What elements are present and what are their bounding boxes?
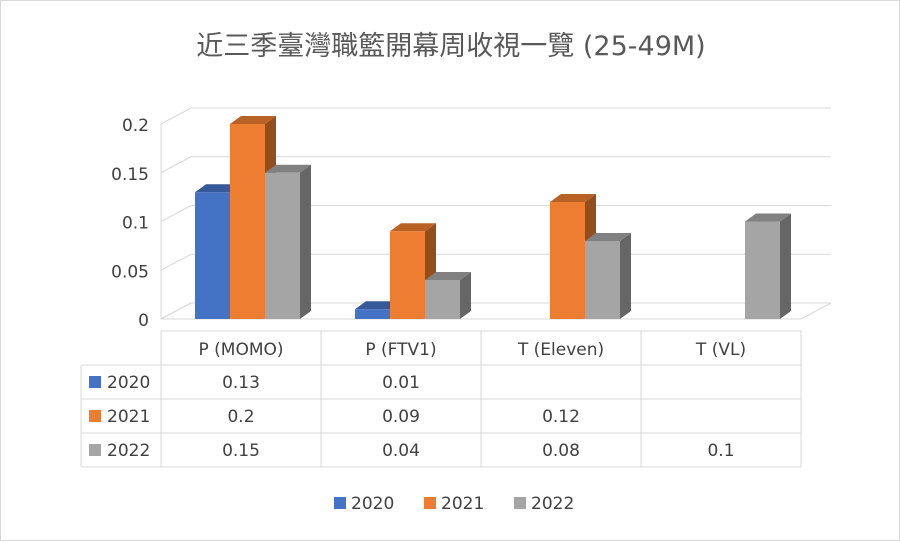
data-label: 0.01 [382, 373, 420, 393]
bar-top [425, 272, 471, 280]
legend-label: 2020 [351, 494, 394, 514]
bar-top [550, 194, 596, 202]
y-axis: 0 0.05 0.1 0.15 0.2 [111, 116, 149, 331]
data-table: P (MOMO) P (FTV1) T (Eleven) T (VL) 2020 0.13… [80, 330, 802, 468]
bar-front [425, 280, 460, 319]
data-label: 0.15 [222, 441, 260, 461]
bar-top [585, 233, 631, 241]
gridline-side [160, 205, 192, 222]
series-swatch [89, 376, 101, 388]
bar-side [460, 272, 471, 319]
category-label: P (MOMO) [198, 340, 283, 360]
data-label: 0.12 [542, 407, 580, 427]
series-swatch [89, 410, 101, 422]
y-tick-label: 0 [138, 311, 149, 331]
bar-front [745, 221, 780, 319]
bar-front [550, 202, 585, 319]
bar [265, 164, 311, 319]
legend-swatch [334, 497, 346, 509]
data-label: 0.09 [382, 407, 420, 427]
bar-side [300, 164, 311, 319]
data-label: 0.08 [542, 441, 580, 461]
data-label: 0.2 [227, 407, 254, 427]
legend-swatch [514, 497, 526, 509]
y-tick-label: 0.15 [111, 165, 149, 185]
bar-top [390, 223, 436, 232]
y-tick-label: 0.05 [111, 262, 149, 282]
bar-front [585, 241, 620, 319]
y-tick-label: 0.1 [122, 214, 149, 234]
series-label: 2020 [107, 373, 150, 393]
bar-front [230, 124, 265, 319]
gridline-side [160, 156, 192, 174]
chart-title: 近三季臺灣職籃開幕周收視一覽 (25-49M) [196, 31, 705, 62]
bar-side [620, 233, 631, 319]
bars [195, 116, 791, 319]
legend: 2020 2021 2022 [334, 494, 574, 514]
category-label: P (FTV1) [365, 340, 436, 360]
bar-top [355, 301, 401, 310]
series-swatch [89, 444, 101, 456]
bar-top [265, 164, 311, 173]
legend-swatch [424, 497, 436, 509]
category-label: T (VL) [695, 340, 746, 360]
y-tick-label: 0.2 [122, 116, 149, 136]
gridline-side [160, 302, 192, 320]
bar-front [390, 231, 425, 319]
legend-item: 2021 [424, 494, 484, 514]
series-label: 2022 [107, 441, 150, 461]
bar-front [355, 309, 390, 319]
bar-front [195, 192, 230, 319]
data-label: 0.1 [707, 441, 734, 461]
gridline-side [160, 253, 192, 271]
series-label: 2021 [107, 407, 150, 427]
legend-label: 2021 [441, 494, 484, 514]
bar-top [195, 184, 241, 193]
bar-front [265, 172, 300, 319]
bar-top [745, 213, 791, 222]
data-label: 0.13 [222, 373, 260, 393]
bar-side [780, 213, 791, 319]
bar [585, 233, 631, 319]
bar-top [230, 116, 276, 124]
bar [745, 213, 791, 319]
bar [425, 272, 471, 319]
data-label: 0.04 [382, 441, 420, 461]
legend-item: 2020 [334, 494, 394, 514]
legend-item: 2022 [514, 494, 574, 514]
category-label: T (Eleven) [517, 340, 604, 360]
legend-label: 2022 [531, 494, 574, 514]
gridline-side [160, 107, 192, 125]
